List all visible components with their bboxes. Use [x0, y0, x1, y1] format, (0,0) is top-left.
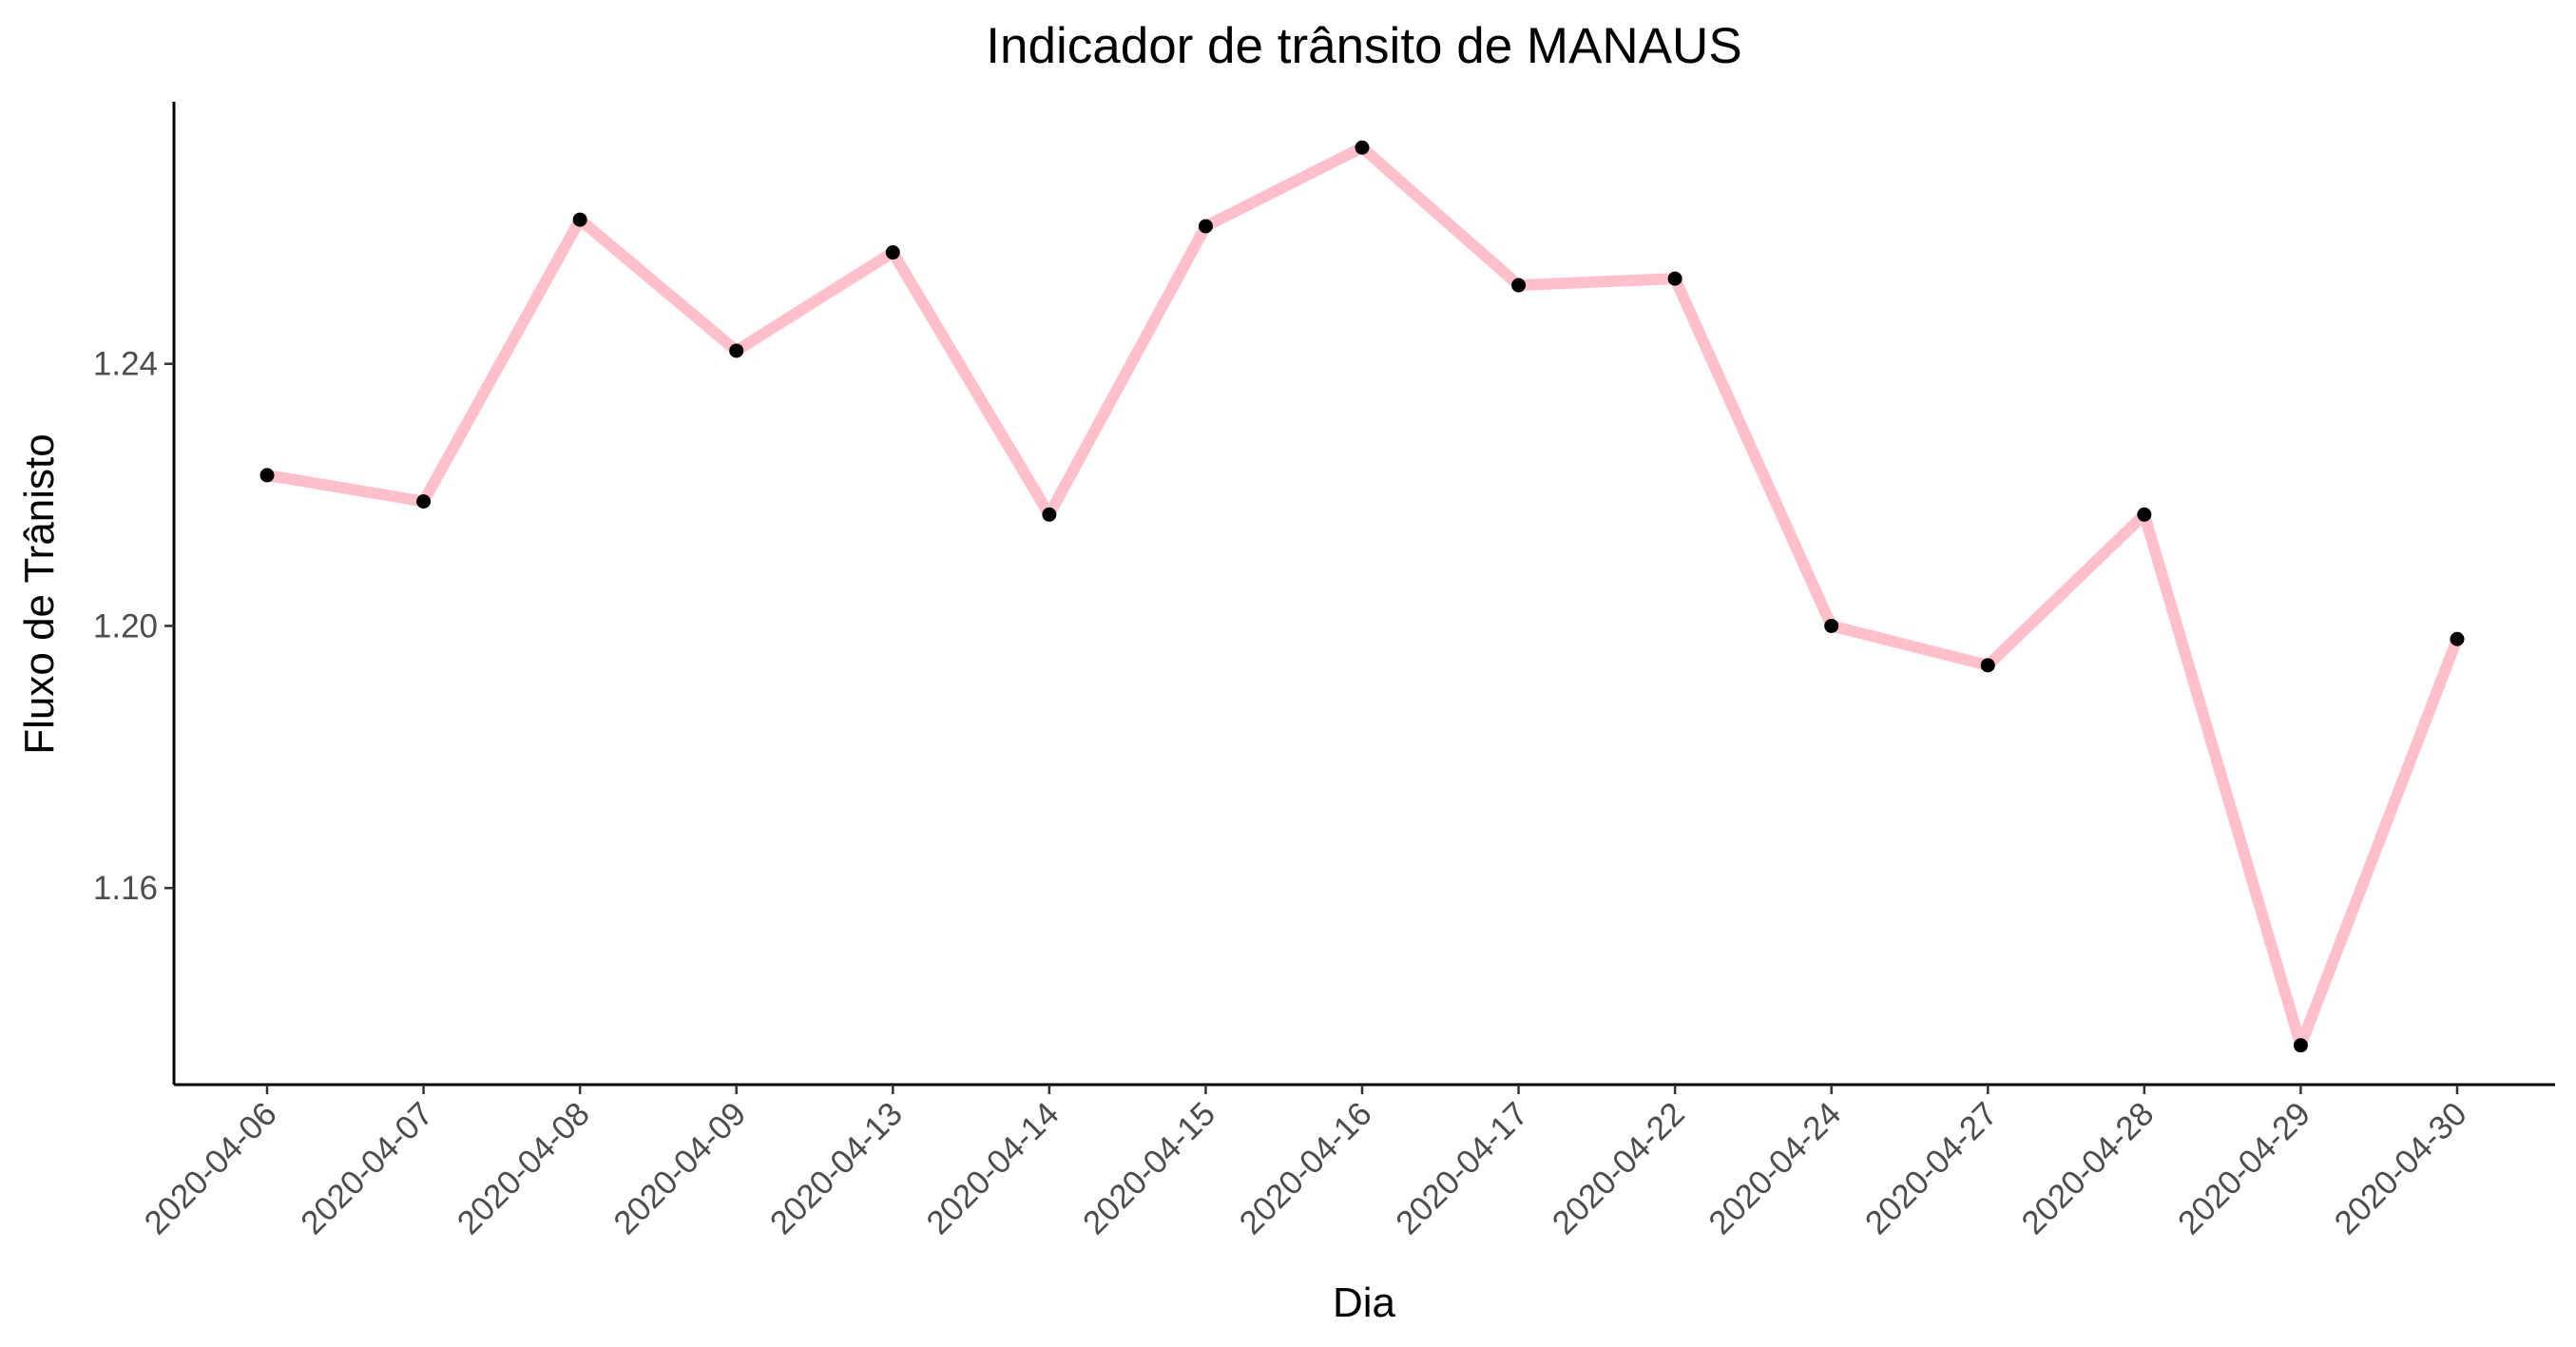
data-point	[416, 493, 432, 509]
series-line-segment	[733, 247, 896, 356]
x-axis-ticks: 2020-04-06 2020-04-07 2020-04-08 2020-04-09…	[137, 1085, 2474, 1241]
y-tick-label: 1.16	[93, 870, 158, 907]
series-line-segment	[418, 217, 586, 505]
y-tick-label: 1.20	[93, 607, 158, 645]
data-point	[1667, 271, 1682, 286]
data-point	[2137, 507, 2152, 522]
series-line-segment	[1830, 620, 1990, 671]
series-line-segment	[1202, 142, 1365, 232]
x-tick-label: 2020-04-15	[1076, 1095, 1222, 1241]
x-tick-label: 2020-04-17	[1389, 1095, 1535, 1241]
x-tick-label: 2020-04-13	[763, 1095, 910, 1241]
x-tick-label: 2020-04-27	[1858, 1095, 2005, 1241]
x-tick-label: 2020-04-06	[137, 1095, 283, 1241]
y-tick-label: 1.24	[93, 346, 158, 383]
x-tick-label: 2020-04-16	[1232, 1095, 1378, 1241]
data-point	[1511, 278, 1527, 293]
data-point	[260, 468, 275, 483]
y-axis-title: Fluxo de Trânisto	[16, 433, 63, 755]
data-point	[2450, 631, 2465, 646]
data-point	[572, 212, 587, 227]
data-point	[2293, 1038, 2308, 1053]
x-tick-label: 2020-04-07	[294, 1095, 440, 1241]
data-point	[1042, 507, 1057, 522]
series-line-segment	[888, 249, 1055, 518]
x-tick-label: 2020-04-28	[2014, 1095, 2161, 1241]
plot-area	[260, 140, 2465, 1053]
data-point	[1355, 140, 1370, 155]
chart-title: Indicador de trânsito de MANAUS	[986, 18, 1741, 74]
data-point	[1824, 618, 1839, 633]
data-point	[729, 343, 744, 358]
x-tick-label: 2020-04-30	[2327, 1095, 2473, 1241]
data-point	[1198, 219, 1213, 234]
series-line-segment	[576, 215, 740, 356]
data-point	[885, 245, 900, 260]
y-axis-ticks: 1.16 1.20 1.24	[93, 346, 174, 907]
series-line-segment	[1669, 276, 1837, 628]
series-line-segment	[1984, 510, 2149, 670]
x-tick-label: 2020-04-14	[919, 1095, 1066, 1241]
x-tick-label: 2020-04-24	[1701, 1095, 1848, 1241]
x-tick-label: 2020-04-29	[2171, 1095, 2317, 1241]
series-line-segment	[2139, 512, 2307, 1048]
x-axis-title: Dia	[1333, 1280, 1396, 1326]
x-tick-label: 2020-04-08	[451, 1095, 597, 1241]
series-line-segment	[1044, 223, 1211, 518]
series-line-segment	[1518, 273, 1676, 292]
x-tick-label: 2020-04-09	[606, 1095, 753, 1241]
series-line-segment	[266, 470, 425, 508]
series-line-segment	[1358, 143, 1523, 290]
x-tick-label: 2020-04-22	[1546, 1095, 1692, 1241]
data-point	[1980, 658, 1995, 673]
series-line-segment	[2295, 637, 2463, 1048]
